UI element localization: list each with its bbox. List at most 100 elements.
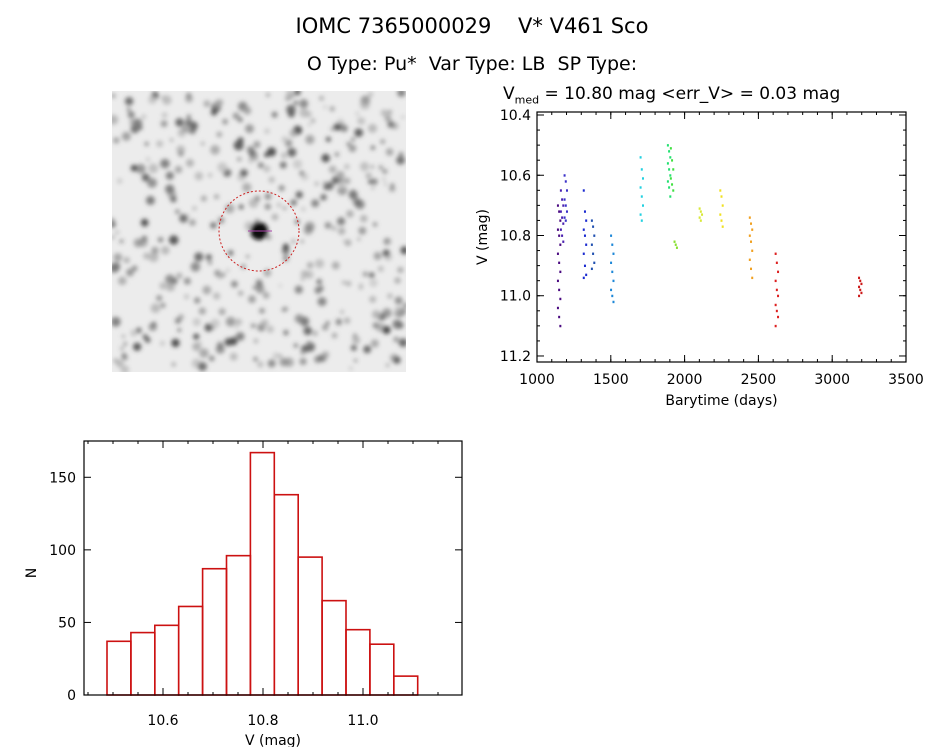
- star: [257, 361, 264, 368]
- star: [398, 338, 406, 348]
- data-point: [558, 288, 561, 292]
- star: [161, 112, 168, 118]
- star: [354, 128, 364, 138]
- data-point: [699, 219, 702, 222]
- data-point: [666, 144, 669, 147]
- star: [204, 323, 213, 332]
- star: [169, 138, 174, 142]
- star: [160, 302, 166, 308]
- histogram-bar: [249, 451, 276, 696]
- star: [246, 254, 250, 259]
- data-point: [559, 189, 562, 192]
- star: [289, 129, 298, 138]
- x-axis-label: V (mag): [245, 733, 301, 747]
- star: [306, 340, 312, 346]
- star: [226, 268, 230, 272]
- star: [346, 142, 351, 146]
- star: [264, 203, 271, 210]
- star: [238, 290, 244, 296]
- star: [323, 105, 327, 109]
- star: [290, 238, 297, 245]
- star: [160, 245, 170, 255]
- y-tick-label: 0: [67, 688, 76, 704]
- x-tick-label: 10.6: [147, 713, 178, 729]
- histogram-bar: [297, 556, 323, 696]
- star: [112, 218, 115, 224]
- x-axis-label: Barytime (days): [665, 393, 777, 409]
- star: [382, 249, 390, 257]
- subtitle-rest: = 10.80 mag <err_V> = 0.03 mag: [539, 84, 841, 104]
- star: [286, 91, 293, 97]
- subtitle-prefix: V: [503, 84, 515, 104]
- star: [294, 219, 300, 225]
- star: [237, 157, 241, 162]
- data-point: [583, 264, 586, 268]
- data-point: [668, 168, 671, 171]
- histogram-bar: [321, 599, 347, 696]
- star: [373, 252, 382, 261]
- star: [142, 334, 148, 340]
- y-tick-label: 10.8: [500, 228, 531, 244]
- star: [171, 362, 176, 367]
- star: [368, 272, 375, 278]
- star: [300, 350, 305, 355]
- star: [394, 296, 403, 305]
- star: [210, 109, 218, 116]
- data-point: [593, 234, 596, 237]
- data-point: [563, 198, 566, 201]
- star: [264, 152, 269, 158]
- star: [360, 214, 368, 223]
- data-point: [668, 186, 671, 189]
- star: [177, 328, 181, 332]
- star: [148, 95, 157, 105]
- star: [352, 197, 362, 207]
- data-point: [585, 243, 588, 246]
- star: [337, 185, 348, 196]
- star: [389, 353, 399, 363]
- star: [199, 348, 209, 358]
- star: [136, 327, 142, 333]
- data-point: [610, 261, 613, 265]
- star: [222, 118, 228, 125]
- star: [238, 204, 244, 210]
- star: [221, 272, 226, 277]
- star: [370, 339, 379, 348]
- star: [394, 277, 401, 284]
- star: [299, 108, 309, 118]
- star: [303, 327, 310, 334]
- star: [358, 226, 367, 235]
- star: [194, 252, 204, 262]
- plot-frame: [536, 111, 907, 363]
- star: [400, 246, 406, 255]
- data-point: [592, 225, 595, 228]
- star: [344, 317, 351, 324]
- star: [130, 329, 138, 337]
- data-point: [671, 159, 674, 162]
- data-point: [562, 222, 565, 225]
- data-point: [720, 195, 723, 198]
- data-point: [639, 186, 642, 189]
- data-point: [610, 288, 613, 292]
- star: [156, 295, 163, 302]
- star: [331, 261, 340, 270]
- star: [175, 209, 180, 214]
- star: [398, 151, 404, 157]
- histogram-plot: 10.6 10.8 11.0 0 50 100 150 V (mag) N: [24, 440, 463, 747]
- data-point: [774, 324, 777, 328]
- star: [170, 196, 177, 203]
- star: [385, 240, 391, 246]
- star: [186, 114, 191, 119]
- star: [192, 318, 201, 327]
- star: [348, 190, 358, 200]
- star: [299, 99, 309, 109]
- star: [380, 139, 386, 145]
- star: [112, 235, 115, 240]
- data-point: [611, 294, 614, 298]
- star: [183, 277, 191, 285]
- data-point: [698, 216, 701, 219]
- data-point: [666, 180, 669, 183]
- data-point: [559, 210, 562, 213]
- star: [171, 338, 180, 348]
- histogram-bar: [130, 631, 156, 696]
- star: [272, 352, 280, 360]
